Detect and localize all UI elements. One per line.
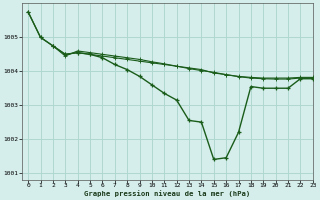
- X-axis label: Graphe pression niveau de la mer (hPa): Graphe pression niveau de la mer (hPa): [84, 190, 251, 197]
